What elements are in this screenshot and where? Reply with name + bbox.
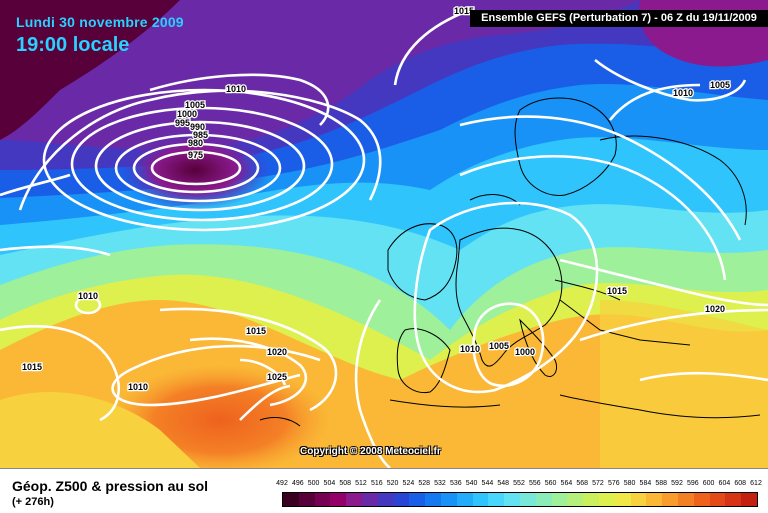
legend-swatch [425, 493, 441, 506]
legend-tick-label: 528 [418, 480, 431, 487]
legend-tick-label: 516 [370, 480, 383, 487]
legend-tick-label: 548 [497, 480, 510, 487]
legend-swatch [614, 493, 631, 506]
legend-tick-label: 600 [702, 480, 715, 487]
isobar-label: 1020 [705, 304, 725, 314]
isobar-label: 980 [188, 138, 203, 148]
legend-swatch [472, 493, 489, 506]
legend-tick-label: 604 [718, 480, 731, 487]
legend-swatch [346, 493, 362, 506]
isobar-label: 1005 [710, 80, 730, 90]
legend-swatch [598, 493, 615, 506]
legend-swatch [709, 493, 726, 506]
parameter-label: Géop. Z500 & pression au sol [12, 478, 209, 494]
legend-tick-label: 596 [686, 480, 699, 487]
legend-tick-label: 520 [386, 480, 399, 487]
coastlines [259, 97, 761, 427]
legend-swatch [283, 493, 299, 506]
isobar-label: 1015 [22, 362, 42, 372]
legend-swatch [361, 493, 378, 506]
legend-swatch [488, 493, 505, 506]
legend-swatch [440, 493, 457, 506]
geopotential-map: 975 980 985 990 995 1000 1005 1010 1010 … [0, 0, 768, 468]
legend-tick-label: 496 [291, 480, 304, 487]
isobar-label: 1000 [515, 347, 535, 357]
legend-swatch [314, 493, 331, 506]
forecast-date: Lundi 30 novembre 2009 [16, 14, 184, 30]
isobar-label: 1025 [267, 372, 287, 382]
legend-tick-label: 584 [639, 480, 652, 487]
legend-tick-label: 580 [623, 480, 636, 487]
ensemble-run-label: Ensemble GEFS (Perturbation 7) - 06 Z du… [470, 10, 768, 27]
legend-color-bar [282, 492, 758, 507]
legend-tick-label: 588 [655, 480, 668, 487]
legend-scale-ticks: 492 496 500 504 508 512 516 520 524 528 532 536 540 5… [276, 480, 762, 490]
isobar-label: 1010 [128, 382, 148, 392]
legend-swatch [677, 493, 694, 506]
isobar-label: 990 [190, 122, 205, 132]
isobar-label: 995 [175, 118, 190, 128]
legend-tick-label: 568 [576, 480, 589, 487]
legend-swatch [504, 493, 520, 506]
legend-swatch [298, 493, 315, 506]
legend-swatch [535, 493, 552, 506]
legend-tick-label: 508 [339, 480, 352, 487]
isobar-label: 1005 [185, 100, 205, 110]
legend-swatch [393, 493, 410, 506]
legend-tick-label: 556 [528, 480, 541, 487]
isobar-label: 975 [188, 150, 203, 160]
legend-swatch [693, 493, 710, 506]
legend-swatch [551, 493, 568, 506]
legend-swatch [409, 493, 426, 506]
isobar-label: 1015 [246, 326, 266, 336]
legend-tick-label: 576 [607, 480, 620, 487]
legend-swatch [519, 493, 536, 506]
isobar-label: 1015 [454, 6, 474, 16]
legend-swatch [377, 493, 394, 506]
isobar-label: 1010 [226, 84, 246, 94]
legend-tick-label: 492 [276, 480, 288, 487]
legend-swatch [567, 493, 584, 506]
legend-tick-label: 544 [481, 480, 494, 487]
legend-tick-label: 560 [544, 480, 557, 487]
legend-tick-label: 540 [465, 480, 478, 487]
legend-swatch [725, 493, 742, 506]
legend-swatch [662, 493, 678, 506]
isobar-label: 1010 [460, 344, 480, 354]
isobar-label: 1015 [607, 286, 627, 296]
legend-tick-label: 552 [513, 480, 525, 487]
isobar-label: 1005 [489, 341, 509, 351]
isobar-label: 985 [193, 130, 208, 140]
lead-time-label: (+ 276h) [12, 496, 54, 508]
copyright-notice: Copyright © 2008 Meteociel.fr [300, 446, 441, 457]
legend-swatch [630, 493, 647, 506]
legend-swatch [456, 493, 473, 506]
isobar-lines [0, 8, 768, 468]
legend-tick-label: 536 [449, 480, 462, 487]
isobar-labels: 975 980 985 990 995 1000 1005 1010 1010 … [21, 5, 732, 394]
legend-tick-label: 608 [734, 480, 747, 487]
legend-swatch [583, 493, 599, 506]
isobar-label: 1020 [267, 347, 287, 357]
legend-swatch [646, 493, 663, 506]
legend-tick-label: 532 [434, 480, 446, 487]
legend-swatch [330, 493, 347, 506]
legend-tick-label: 512 [355, 480, 367, 487]
map-footer: Géop. Z500 & pression au sol (+ 276h) 49… [0, 468, 768, 513]
isobar-label: 1010 [78, 291, 98, 301]
legend-tick-label: 572 [592, 480, 604, 487]
legend-tick-label: 524 [402, 480, 415, 487]
legend-tick-label: 612 [750, 480, 762, 487]
legend-swatch [741, 493, 757, 506]
legend-tick-label: 592 [671, 480, 683, 487]
legend-tick-label: 504 [323, 480, 336, 487]
isobar-label: 1010 [673, 88, 693, 98]
forecast-local-time: 19:00 locale [16, 34, 130, 56]
legend-tick-label: 564 [560, 480, 573, 487]
isobar-label: 1000 [177, 109, 197, 119]
z500-color-fill [0, 0, 768, 468]
legend-tick-label: 500 [307, 480, 320, 487]
